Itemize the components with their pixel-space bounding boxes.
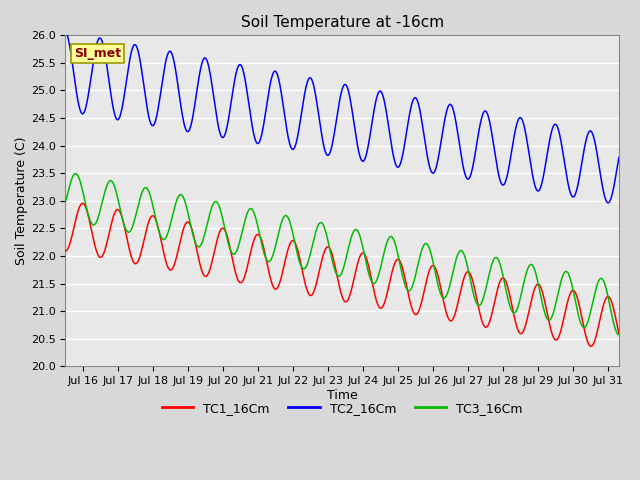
TC3_16Cm bbox=[294, 254, 302, 260]
TC2_16Cm bbox=[615, 155, 623, 160]
TC3_16Cm bbox=[615, 332, 623, 338]
TC1_16Cm bbox=[587, 344, 595, 349]
TC2_16Cm bbox=[570, 193, 578, 199]
TC3_16Cm bbox=[598, 276, 606, 282]
TC1_16Cm bbox=[61, 248, 69, 254]
TC3_16Cm bbox=[464, 264, 472, 270]
TC2_16Cm bbox=[604, 200, 612, 206]
TC2_16Cm bbox=[463, 176, 471, 182]
TC1_16Cm bbox=[324, 244, 332, 250]
Line: TC3_16Cm: TC3_16Cm bbox=[65, 174, 619, 335]
TC1_16Cm bbox=[598, 307, 606, 313]
TC3_16Cm bbox=[571, 294, 579, 300]
TC1_16Cm bbox=[571, 288, 579, 294]
Legend: TC1_16Cm, TC2_16Cm, TC3_16Cm: TC1_16Cm, TC2_16Cm, TC3_16Cm bbox=[157, 396, 527, 420]
TC2_16Cm bbox=[294, 132, 302, 138]
TC1_16Cm bbox=[464, 269, 472, 275]
TC1_16Cm bbox=[615, 331, 623, 336]
TC2_16Cm bbox=[298, 105, 306, 110]
TC1_16Cm bbox=[294, 249, 302, 254]
TC1_16Cm bbox=[79, 201, 86, 206]
TC3_16Cm bbox=[72, 171, 79, 177]
Y-axis label: Soil Temperature (C): Soil Temperature (C) bbox=[15, 137, 28, 265]
X-axis label: Time: Time bbox=[327, 389, 358, 402]
Text: SI_met: SI_met bbox=[74, 47, 121, 60]
TC3_16Cm bbox=[61, 200, 69, 205]
TC2_16Cm bbox=[598, 180, 605, 186]
TC3_16Cm bbox=[299, 265, 307, 271]
Title: Soil Temperature at -16cm: Soil Temperature at -16cm bbox=[241, 15, 444, 30]
Line: TC2_16Cm: TC2_16Cm bbox=[65, 32, 619, 203]
TC3_16Cm bbox=[324, 240, 332, 246]
TC2_16Cm bbox=[324, 152, 332, 158]
Line: TC1_16Cm: TC1_16Cm bbox=[65, 204, 619, 347]
TC2_16Cm bbox=[61, 29, 69, 35]
TC1_16Cm bbox=[299, 269, 307, 275]
